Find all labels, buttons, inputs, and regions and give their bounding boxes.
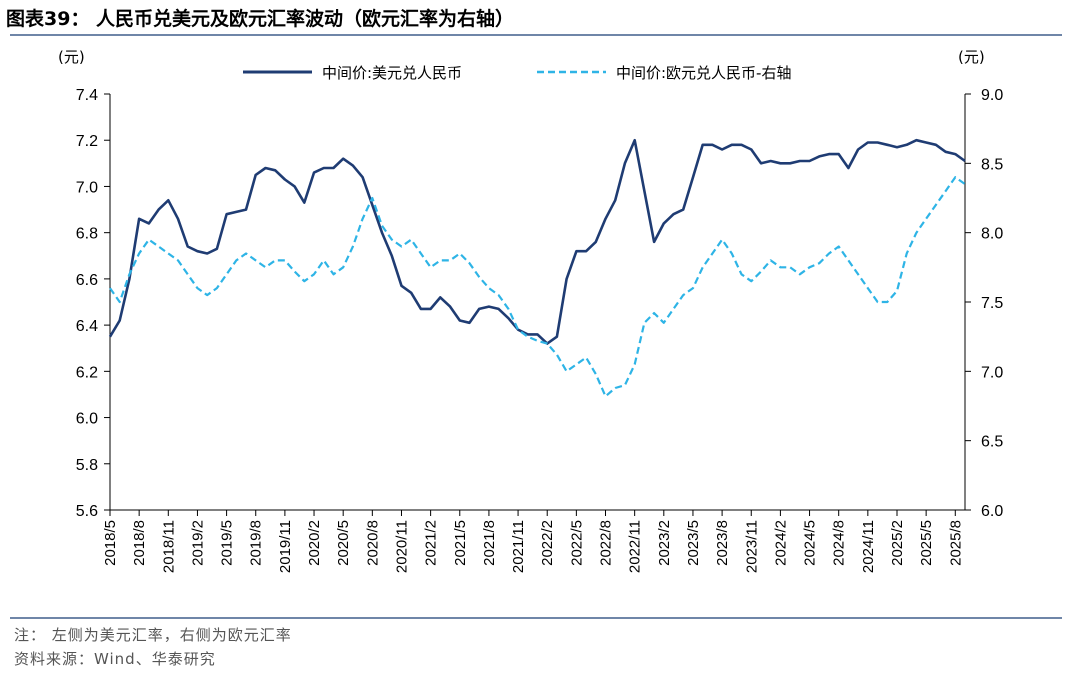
right-axis-tick-label: 7.5 xyxy=(981,295,1003,312)
x-axis-tick-label: 2023/5 xyxy=(685,520,702,566)
left-axis-tick-label: 7.2 xyxy=(76,133,98,150)
left-axis-tick-label: 5.8 xyxy=(76,457,98,474)
x-axis-tick-label: 2025/5 xyxy=(918,520,935,566)
left-axis-tick-label: 7.0 xyxy=(76,179,98,196)
x-axis-tick-label: 2023/2 xyxy=(656,520,673,566)
x-axis-tick-label: 2023/8 xyxy=(714,520,731,566)
x-axis-tick-label: 2018/5 xyxy=(102,520,119,566)
x-axis-tick-label: 2021/5 xyxy=(452,520,469,566)
left-axis-tick-label: 6.8 xyxy=(76,226,98,243)
x-axis-tick-label: 2025/8 xyxy=(947,520,964,566)
right-axis-tick-label: 6.0 xyxy=(981,503,1003,520)
x-axis-tick-label: 2025/2 xyxy=(889,520,906,566)
right-axis-tick-label: 8.5 xyxy=(981,156,1003,173)
x-axis-tick-label: 2022/8 xyxy=(598,520,615,566)
title-divider xyxy=(10,34,1062,36)
x-axis-tick-label: 2022/2 xyxy=(539,520,556,566)
x-axis-tick-label: 2020/5 xyxy=(335,520,352,566)
x-axis-tick-label: 2020/2 xyxy=(306,520,323,566)
legend: 中间价:美元兑人民币 中间价:欧元兑人民币-右轴 xyxy=(243,64,791,82)
left-axis-tick-label: 6.6 xyxy=(76,272,98,289)
left-axis-unit: (元) xyxy=(58,48,85,66)
x-axis-tick-label: 2024/11 xyxy=(860,520,877,573)
right-axis-unit: (元) xyxy=(958,48,985,66)
x-axis-tick-label: 2022/5 xyxy=(568,520,585,566)
x-axis-tick-label: 2024/8 xyxy=(831,520,848,566)
right-axis-tick-label: 7.0 xyxy=(981,364,1003,381)
x-axis-tick-label: 2018/11 xyxy=(160,520,177,573)
x-axis-tick-label: 2023/11 xyxy=(743,520,760,573)
series-layer xyxy=(108,138,966,398)
x-axis-tick-label: 2020/11 xyxy=(393,520,410,573)
x-axis-tick-label: 2021/8 xyxy=(481,520,498,566)
chart-title: 图表39： 人民币兑美元及欧元汇率波动（欧元汇率为右轴） xyxy=(6,8,515,30)
legend-label-eur: 中间价:欧元兑人民币-右轴 xyxy=(616,64,791,82)
x-axis-tick-label: 2024/5 xyxy=(802,520,819,566)
left-axis-tick-label: 7.4 xyxy=(76,87,98,104)
chart-note: 注： 左侧为美元汇率，右侧为欧元汇率 xyxy=(14,626,292,644)
x-axis-tick-label: 2019/5 xyxy=(219,520,236,566)
left-axis-tick-label: 6.4 xyxy=(76,318,98,335)
x-axis-tick-label: 2019/11 xyxy=(277,520,294,573)
x-axis-tick-label: 2019/8 xyxy=(248,520,265,566)
footer-divider xyxy=(10,617,1062,619)
x-axis-tick-label: 2021/11 xyxy=(510,520,527,573)
x-axis-tick-label: 2020/8 xyxy=(364,520,381,566)
x-axis-tick-label: 2022/11 xyxy=(627,520,644,573)
right-axis-tick-label: 8.0 xyxy=(981,226,1003,243)
right-axis-tick-label: 6.5 xyxy=(981,434,1003,451)
x-axis-tick-label: 2018/8 xyxy=(131,520,148,566)
chart-source: 资料来源：Wind、华泰研究 xyxy=(14,650,216,668)
eur-cny-series-line xyxy=(109,176,966,398)
left-axis-tick-label: 6.0 xyxy=(76,411,98,428)
x-axis-tick-label: 2024/2 xyxy=(772,520,789,566)
left-axis-tick-label: 5.6 xyxy=(76,503,98,520)
axes-layer: 7.4 7.2 7.0 6.8 6.6 6.4 6.2 6.0 5.8 5.6 9.0 8.5 8.0 7… xyxy=(58,48,1003,573)
x-axis-tick-label: 2019/2 xyxy=(189,520,206,566)
usd-cny-series-line xyxy=(108,138,966,345)
right-axis-tick-label: 9.0 xyxy=(981,87,1003,104)
legend-label-usd: 中间价:美元兑人民币 xyxy=(322,64,462,82)
line-chart: 7.4 7.2 7.0 6.8 6.6 6.4 6.2 6.0 5.8 5.6 9.0 8.5 8.0 7… xyxy=(58,48,1003,573)
x-axis-tick-label: 2021/2 xyxy=(423,520,440,566)
left-axis-tick-label: 6.2 xyxy=(76,364,98,381)
